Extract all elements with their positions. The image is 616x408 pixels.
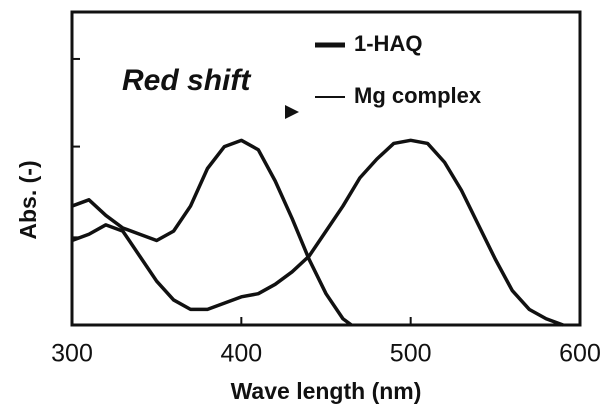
y-axis-label: Abs. (-)	[15, 160, 41, 239]
x-tick-label: 400	[220, 340, 262, 368]
series-line	[71, 138, 564, 327]
x-tick-label: 600	[559, 340, 601, 368]
series-line	[71, 138, 353, 327]
legend-label: Mg complex	[354, 83, 482, 108]
arrow	[285, 105, 299, 119]
plot-frame	[70, 10, 582, 327]
x-axis-label: Wave length (nm)	[231, 378, 422, 404]
annotation: Red shift	[122, 64, 252, 97]
x-tick-label: 300	[51, 340, 93, 368]
legend-label: 1-HAQ	[354, 31, 422, 56]
x-tick-label: 500	[390, 340, 432, 368]
